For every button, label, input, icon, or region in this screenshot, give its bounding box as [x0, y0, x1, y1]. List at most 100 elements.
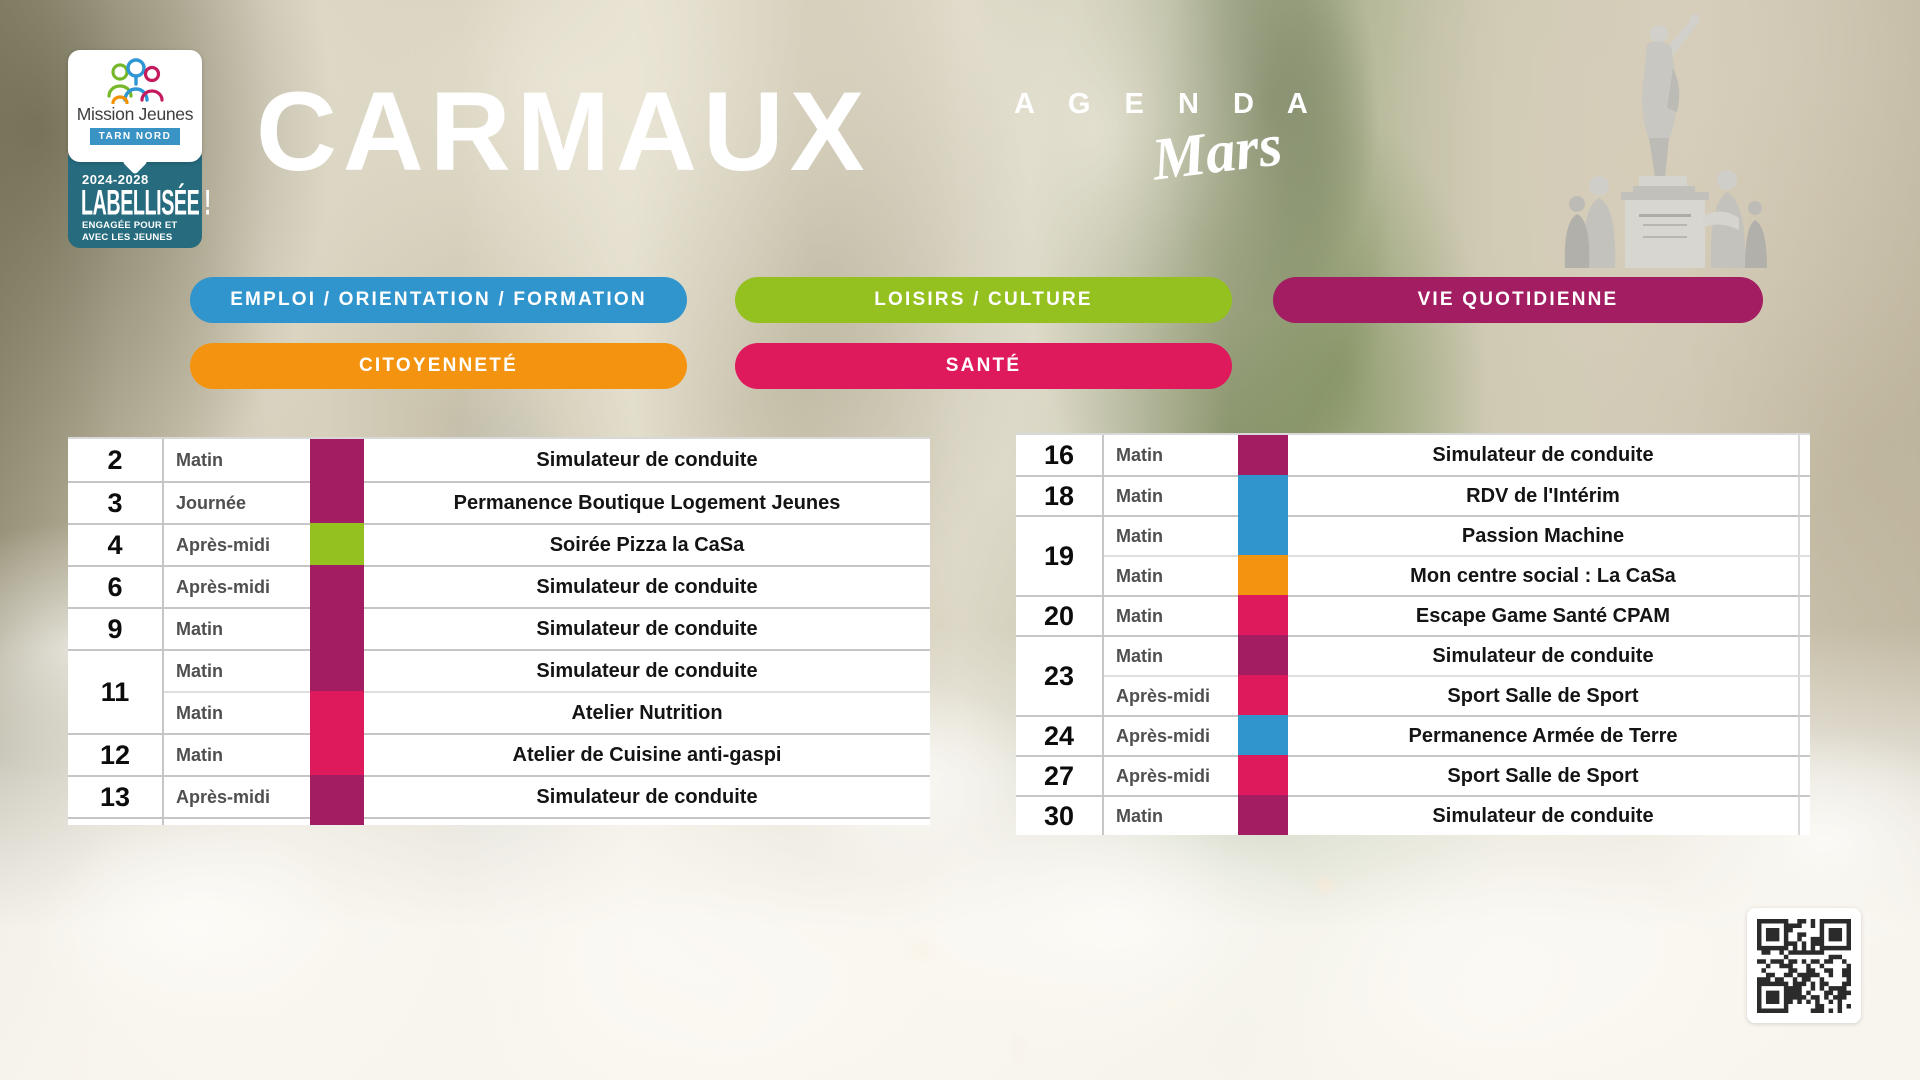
category-bar-sante: [1238, 675, 1288, 715]
agenda-label: A G E N D A: [1014, 88, 1321, 120]
agenda-table-left: 2 Matin Simulateur de conduite 3 Journée Perm…: [68, 437, 930, 825]
category-bar-vie: [310, 481, 364, 523]
category-bar-sante: [1238, 755, 1288, 795]
date-cell: 18: [1016, 475, 1104, 515]
category-bar-sante: [310, 691, 364, 733]
logo-brand-text: Mission Jeunes: [76, 104, 194, 124]
statue-image: [1564, 14, 1767, 268]
event-cell: Simulateur de conduite: [364, 607, 930, 649]
table-edge-sliver: [1798, 795, 1810, 835]
page-title-city: CARMAUX: [256, 69, 871, 194]
time-cell: Après-midi: [164, 565, 310, 607]
qr-code-pattern: [1757, 918, 1851, 1013]
table-edge-sliver: [1798, 435, 1810, 475]
time-cell: Matin: [164, 649, 310, 691]
category-bar-loisirs: [310, 523, 364, 565]
event-cell: Simulateur de conduite: [1288, 795, 1798, 835]
time-cell: Après-midi: [1104, 755, 1238, 795]
event-cell: Permanence Boutique Logement Jeunes: [364, 481, 930, 523]
category-bar-vie: [1238, 435, 1288, 475]
time-cell: Matin: [164, 733, 310, 775]
event-cell: Simulateur de conduite: [1288, 635, 1798, 675]
table-edge-sliver: [1798, 515, 1810, 555]
table-edge-sliver: [1798, 675, 1810, 715]
category-bar-emploi: [1238, 515, 1288, 555]
people-icon: [107, 58, 164, 104]
date-cell: 12: [68, 733, 164, 775]
category-bar-cut: [310, 817, 364, 825]
event-cell: Simulateur de conduite: [364, 565, 930, 607]
category-pill-vie-quotidienne: VIE QUOTIDIENNE: [1273, 277, 1763, 323]
category-bar-vie: [310, 565, 364, 607]
date-cell: 19: [1016, 515, 1104, 595]
event-cell: Escape Game Santé CPAM: [1288, 595, 1798, 635]
date-cell: 2: [68, 439, 164, 481]
table-edge-sliver: [1798, 635, 1810, 675]
category-bar-vie: [310, 775, 364, 817]
event-cell: Sport Salle de Sport: [1288, 755, 1798, 795]
event-cell: Simulateur de conduite: [364, 775, 930, 817]
time-cell: Matin: [1104, 515, 1238, 555]
category-bar-sante: [310, 733, 364, 775]
qr-code: [1747, 908, 1861, 1023]
category-bar-vie: [1238, 795, 1288, 835]
category-bar-vie: [1238, 635, 1288, 675]
event-cell-cut: [364, 817, 930, 825]
time-cell-cut: [164, 817, 310, 825]
event-cell: Passion Machine: [1288, 515, 1798, 555]
event-cell: Simulateur de conduite: [1432, 443, 1654, 466]
date-cell: 9: [68, 607, 164, 649]
time-cell: Matin: [176, 449, 223, 470]
event-cell: Sport Salle de Sport: [1288, 675, 1798, 715]
date-cell: 6: [68, 565, 164, 607]
date-cell: 27: [1016, 755, 1104, 795]
event-cell: Atelier de Cuisine anti-gaspi: [364, 733, 930, 775]
time-cell: Matin: [1116, 444, 1163, 465]
event-cell: Permanence Armée de Terre: [1288, 715, 1798, 755]
category-bar-vie: [310, 607, 364, 649]
event-cell: RDV de l'Intérim: [1288, 475, 1798, 515]
date-cell: 24: [1016, 715, 1104, 755]
time-cell: Matin: [1104, 635, 1238, 675]
time-cell: Journée: [164, 481, 310, 523]
category-pill-loisirs: LOISIRS / CULTURE: [735, 277, 1232, 323]
table-edge-sliver: [1798, 475, 1810, 515]
event-cell: Soirée Pizza la CaSa: [364, 523, 930, 565]
category-pill-sante: SANTÉ: [735, 343, 1232, 389]
event-cell: Atelier Nutrition: [364, 691, 930, 733]
date-cell: 23: [1016, 635, 1104, 715]
logo-subtitle: ENGAGÉE POUR ET AVEC LES JEUNES: [82, 220, 178, 243]
time-cell: Matin: [1104, 595, 1238, 635]
table-edge-sliver: [1798, 555, 1810, 595]
date-cell: 20: [1016, 595, 1104, 635]
event-cell: Simulateur de conduite: [364, 649, 930, 691]
time-cell: Matin: [1104, 795, 1238, 835]
table-edge-sliver: [1798, 755, 1810, 795]
time-cell: Matin: [164, 691, 310, 733]
logo-labellisee-text: LABELLISÉE !: [81, 184, 211, 224]
category-bar-vie: [310, 439, 364, 481]
event-cell: Simulateur de conduite: [536, 448, 758, 471]
time-cell: Matin: [1104, 555, 1238, 595]
category-pill-emploi: EMPLOI / ORIENTATION / FORMATION: [190, 277, 687, 323]
event-cell: Mon centre social : La CaSa: [1288, 555, 1798, 595]
time-cell: Après-midi: [164, 775, 310, 817]
category-bar-sante: [1238, 595, 1288, 635]
date-cell: 30: [1016, 795, 1104, 835]
logo-years: 2024-2028: [82, 172, 149, 187]
category-bar-emploi: [1238, 715, 1288, 755]
date-cell-cut: [68, 817, 164, 825]
time-cell: Après-midi: [1104, 675, 1238, 715]
date-cell: 16: [1016, 435, 1104, 475]
date-cell: 4: [68, 523, 164, 565]
table-edge-sliver: [1798, 715, 1810, 755]
date-cell: 13: [68, 775, 164, 817]
category-bar-emploi: [1238, 475, 1288, 515]
time-cell: Après-midi: [164, 523, 310, 565]
category-pill-citoyennete: CITOYENNETÉ: [190, 343, 687, 389]
category-bar-vie: [310, 649, 364, 691]
logo-region-badge: TARN NORD: [90, 128, 180, 145]
time-cell: Après-midi: [1104, 715, 1238, 755]
category-bar-citoyennete: [1238, 555, 1288, 595]
